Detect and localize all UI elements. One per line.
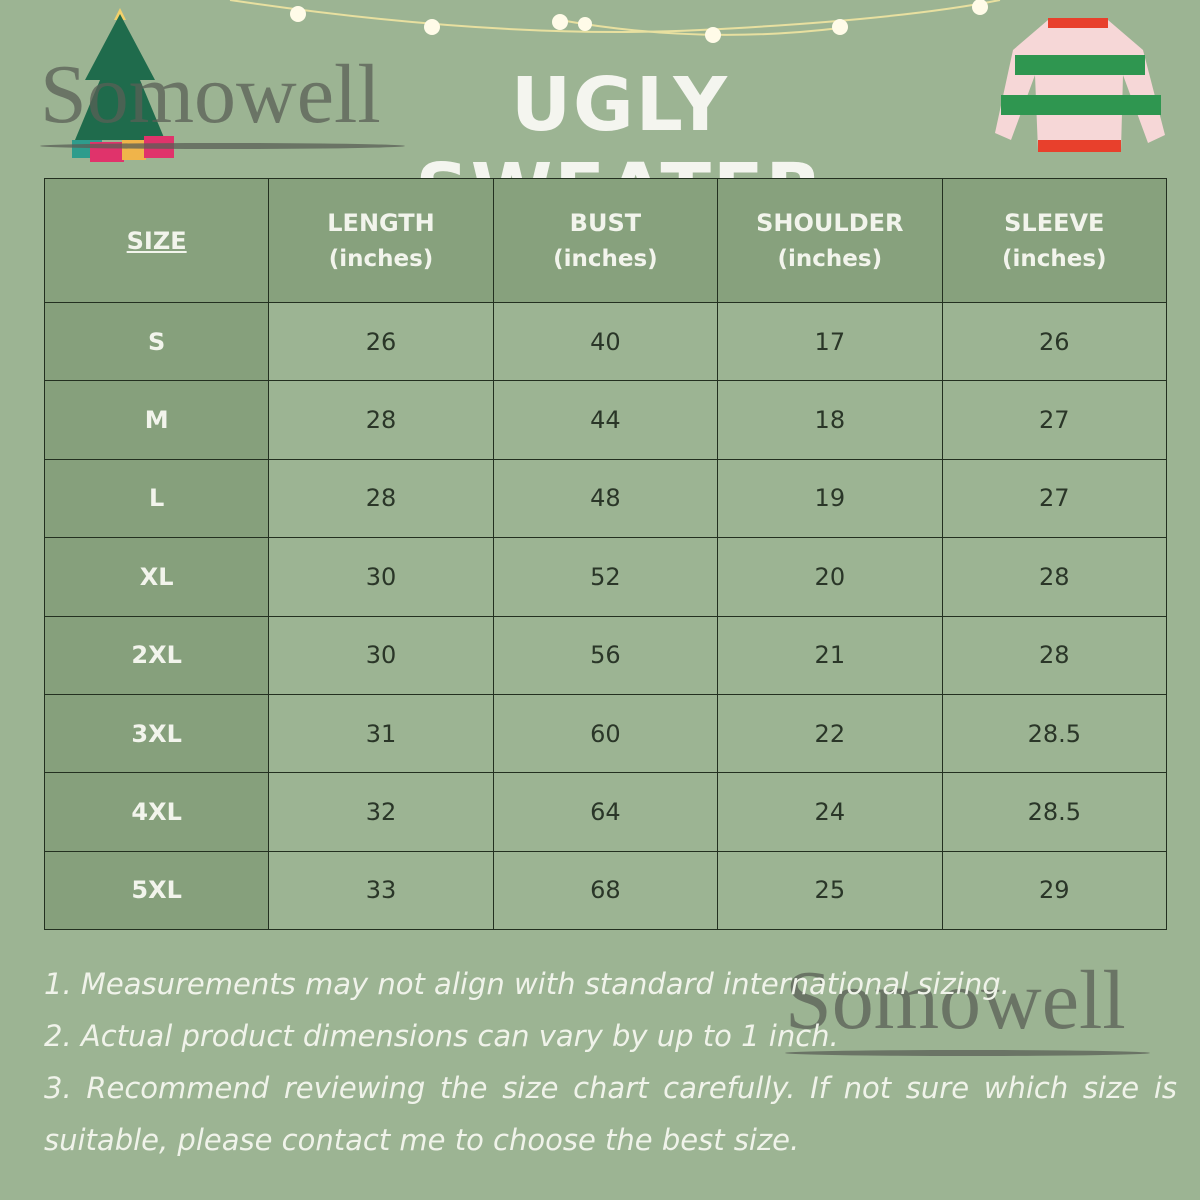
notes: 1. Measurements may not align with stand… xyxy=(44,958,1177,1166)
measurement-cell: 64 xyxy=(492,772,719,852)
measurement-cell: 44 xyxy=(492,380,719,460)
measurement-cell: 28.5 xyxy=(941,772,1168,852)
measurement-cell: 22 xyxy=(717,693,943,774)
table-row: 5XL 33 68 25 29 xyxy=(43,850,1168,931)
size-cell: S xyxy=(43,301,270,382)
measurement-cell: 28.5 xyxy=(941,693,1168,774)
size-cell: 4XL xyxy=(43,772,270,852)
measurement-cell: 27 xyxy=(941,380,1168,460)
measurement-cell: 48 xyxy=(492,458,719,539)
measurement-cell: 28 xyxy=(268,458,494,539)
header-unit: (inches) xyxy=(1001,245,1107,272)
table-row: S 26 40 17 26 xyxy=(43,301,1168,382)
size-cell: L xyxy=(43,458,270,539)
note-2: 2. Actual product dimensions can vary by… xyxy=(44,1019,839,1053)
table-row: XL 30 52 20 28 xyxy=(43,537,1168,617)
header-unit: (inches) xyxy=(328,245,434,272)
column-header-bust: BUST (inches) xyxy=(492,178,719,303)
note-1: 1. Measurements may not align with stand… xyxy=(44,967,1010,1001)
column-header-length: LENGTH (inches) xyxy=(268,178,494,303)
header-label: SLEEVE xyxy=(1004,208,1105,237)
ugly-sweater-icon xyxy=(995,18,1165,152)
measurement-cell: 29 xyxy=(941,850,1168,931)
measurement-cell: 28 xyxy=(941,615,1168,695)
measurement-cell: 17 xyxy=(717,301,943,382)
size-chart-table: SIZE LENGTH (inches) BUST (inches) SHOULDER (i… xyxy=(43,178,1168,931)
measurement-cell: 18 xyxy=(717,380,943,460)
header-unit: (inches) xyxy=(553,245,658,272)
measurement-cell: 21 xyxy=(717,615,943,695)
header-label: SIZE xyxy=(126,226,187,255)
column-header-sleeve: SLEEVE (inches) xyxy=(941,178,1168,303)
table-row: 3XL 31 60 22 28.5 xyxy=(43,693,1168,774)
watermark-logo: Somowell xyxy=(785,954,1126,1047)
measurement-cell: 40 xyxy=(492,301,719,382)
measurement-cell: 25 xyxy=(717,850,943,931)
measurement-cell: 28 xyxy=(268,380,494,460)
measurement-cell: 30 xyxy=(268,615,494,695)
measurement-cell: 52 xyxy=(492,537,719,617)
size-cell: 5XL xyxy=(43,850,270,931)
size-cell: 2XL xyxy=(43,615,270,695)
header-label: BUST xyxy=(569,208,642,237)
measurement-cell: 68 xyxy=(492,850,719,931)
measurement-cell: 30 xyxy=(268,537,494,617)
header-unit: (inches) xyxy=(777,245,883,272)
table-row: 2XL 30 56 21 28 xyxy=(43,615,1168,695)
note-3: 3. Recommend reviewing the size chart ca… xyxy=(44,1071,1177,1157)
measurement-cell: 26 xyxy=(268,301,494,382)
size-cell: 3XL xyxy=(43,693,270,774)
string-lights-decoration xyxy=(229,0,1001,43)
measurement-cell: 19 xyxy=(717,458,943,539)
column-header-size: SIZE xyxy=(43,178,270,303)
header-label: SHOULDER xyxy=(756,208,904,237)
size-cell: M xyxy=(43,380,270,460)
watermark-logo: Somowell xyxy=(40,48,381,141)
measurement-cell: 60 xyxy=(492,693,719,774)
measurement-cell: 28 xyxy=(941,537,1168,617)
measurement-cell: 56 xyxy=(492,615,719,695)
measurement-cell: 31 xyxy=(268,693,494,774)
measurement-cell: 33 xyxy=(268,850,494,931)
column-header-shoulder: SHOULDER (inches) xyxy=(717,178,943,303)
measurement-cell: 32 xyxy=(268,772,494,852)
measurement-cell: 24 xyxy=(717,772,943,852)
table-row: 4XL 32 64 24 28.5 xyxy=(43,772,1168,852)
size-cell: XL xyxy=(43,537,270,617)
table-row: M 28 44 18 27 xyxy=(43,380,1168,460)
measurement-cell: 20 xyxy=(717,537,943,617)
measurement-cell: 26 xyxy=(941,301,1168,382)
header-label: LENGTH xyxy=(327,208,435,237)
table-row: L 28 48 19 27 xyxy=(43,458,1168,539)
measurement-cell: 27 xyxy=(941,458,1168,539)
